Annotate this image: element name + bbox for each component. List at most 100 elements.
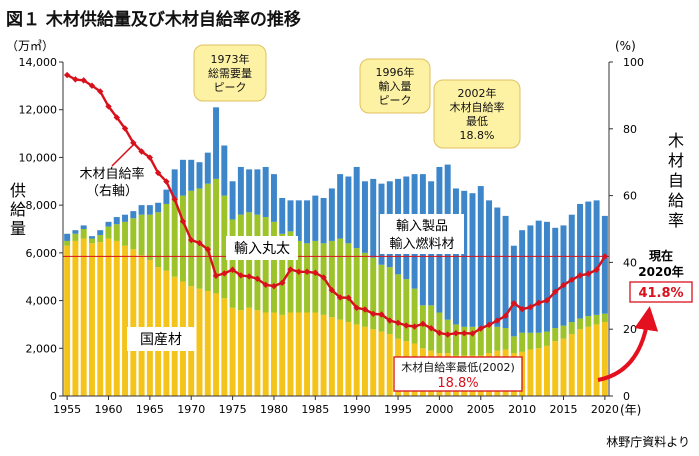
x-tick-label-1975: 1975 (219, 403, 247, 416)
rate-point-1995 (394, 319, 402, 327)
bar-log-imports-1976 (237, 214, 244, 311)
bar-log-imports-1974 (221, 195, 228, 299)
rate-line-label-line-0: 木材自給率 (79, 166, 144, 182)
bar-product-imports-1969 (179, 159, 186, 196)
bar-log-imports-1992 (370, 257, 377, 330)
bar-product-imports-2011 (527, 225, 534, 333)
rate-point-2019 (593, 266, 600, 273)
bar-log-imports-1983 (295, 240, 302, 313)
minimum-rate-box-frame (393, 356, 523, 392)
bar-product-imports-2017 (577, 203, 584, 319)
bar-product-imports-1979 (262, 166, 269, 218)
bar-log-imports-1964 (138, 214, 145, 256)
rate-point-1957 (80, 77, 87, 84)
rate-point-1987 (328, 286, 336, 294)
product-imports-area-label-box (380, 214, 464, 254)
bar-product-imports-1986 (320, 197, 327, 244)
rate-point-2001 (444, 331, 451, 338)
rate-point-2008 (502, 312, 509, 320)
bar-log-imports-1995 (395, 274, 402, 339)
x-tick-label-2005: 2005 (467, 403, 495, 416)
bar-domestic-2018 (585, 326, 592, 396)
bar-log-imports-1971 (196, 188, 203, 289)
rate-point-1969 (179, 218, 187, 225)
rate-point-2009 (510, 299, 518, 307)
rate-point-1978 (254, 275, 261, 282)
callout-peak-1996-line-2: ピーク (379, 94, 412, 107)
bar-domestic-2012 (535, 348, 542, 396)
right-tick-label-60: 60 (623, 190, 637, 203)
bar-product-imports-1980 (270, 174, 277, 222)
rate-point-1968 (171, 196, 178, 203)
bar-domestic-1975 (229, 307, 236, 396)
bar-domestic-1990 (353, 324, 360, 396)
callout-peak-1973-line-1: 総需要量 (208, 66, 252, 80)
bar-product-imports-2014 (552, 227, 559, 329)
bar-log-imports-1972 (204, 183, 211, 292)
bar-product-imports-1984 (304, 200, 311, 244)
right-tick-label-80: 80 (623, 123, 637, 136)
bar-log-imports-2012 (535, 332, 542, 349)
rate-point-1964 (138, 148, 145, 155)
right-axis-title-char-4: 率 (668, 211, 684, 230)
bar-domestic-1955 (64, 245, 71, 396)
rate-point-2000 (436, 329, 443, 337)
x-tick-label-1980: 1980 (260, 403, 288, 416)
rate-point-1981 (279, 279, 286, 286)
x-tick-label-2000: 2000 (425, 403, 453, 416)
bar-log-imports-2014 (552, 328, 559, 342)
bar-log-imports-1956 (72, 233, 79, 241)
rate-point-1970 (188, 236, 195, 244)
x-tick-label-2020: 2020 (591, 403, 619, 416)
bar-domestic-1964 (138, 255, 145, 396)
bar-log-imports-2011 (527, 332, 534, 350)
rate-point-1959 (97, 88, 104, 95)
rate-point-1986 (320, 274, 327, 281)
bar-log-imports-1981 (279, 233, 286, 315)
bar-domestic-1984 (304, 312, 311, 396)
rate-point-2016 (568, 276, 575, 283)
bar-log-imports-2006 (486, 324, 493, 354)
callout-peak-1973-line-0: 1973年 (211, 52, 250, 66)
bar-log-imports-1975 (229, 219, 236, 308)
bar-domestic-1960 (105, 238, 112, 396)
bar-domestic-2020 (601, 322, 608, 396)
x-tick-label-2015: 2015 (550, 403, 578, 416)
bar-domestic-1994 (386, 333, 393, 396)
right-tick-label-100: 100 (623, 56, 644, 69)
rate-point-1983 (295, 268, 302, 275)
bar-product-imports-1961 (113, 217, 120, 225)
bar-log-imports-2013 (543, 331, 550, 346)
bar-product-imports-1974 (221, 145, 228, 196)
bar-log-imports-2015 (560, 325, 567, 339)
rate-point-1985 (312, 269, 319, 276)
bar-domestic-1962 (122, 245, 129, 396)
rate-point-1991 (361, 306, 369, 313)
bar-product-imports-1978 (254, 169, 261, 215)
bar-product-imports-1958 (88, 236, 95, 239)
bar-log-imports-2008 (502, 328, 509, 350)
current-rate-label-line-1: 2020年 (638, 264, 683, 279)
callout-lowest-2002-line-1: 木材自給率 (450, 100, 505, 114)
callout-peak-1973-line-2: ピーク (214, 81, 247, 94)
rate-point-1971 (196, 239, 203, 247)
annotations: 1973年総需要量ピーク1996年輸入量ピーク2002年木材自給率最低18.8%… (79, 44, 693, 392)
bar-product-imports-1959 (97, 230, 104, 235)
product-imports-area-label-line-0: 輸入製品 (396, 219, 448, 234)
rate-point-2006 (485, 321, 493, 329)
bar-log-imports-1993 (378, 264, 385, 332)
rate-point-1999 (427, 324, 435, 332)
bar-product-imports-1972 (204, 152, 211, 184)
rate-point-1976 (237, 272, 245, 279)
bar-domestic-1961 (113, 240, 120, 396)
rate-line-label: 木材自給率 （右軸） (79, 144, 145, 199)
bar-log-imports-1997 (411, 288, 418, 344)
bar-log-imports-1991 (361, 252, 368, 327)
rate-point-1961 (113, 114, 120, 121)
bar-log-imports-2002 (452, 324, 459, 356)
bar-product-imports-1957 (80, 225, 87, 229)
rate-point-1996 (403, 322, 410, 329)
bar-product-imports-2008 (502, 215, 509, 329)
bar-log-imports-1984 (304, 243, 311, 313)
